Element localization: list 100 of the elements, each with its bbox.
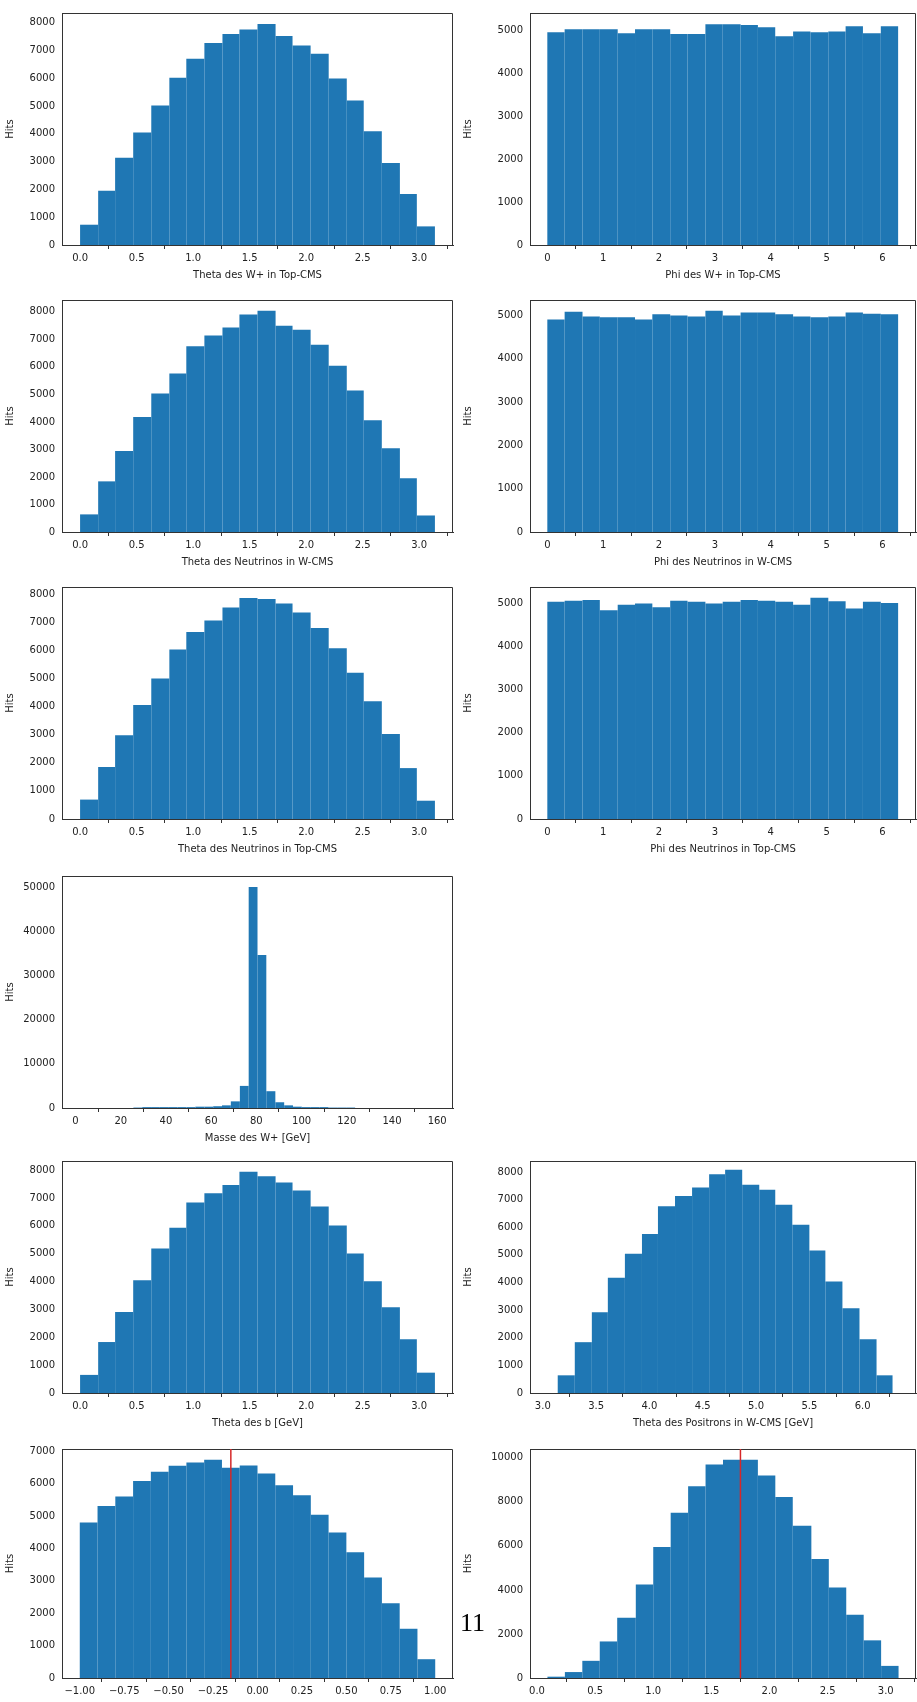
y-tick-label: 4000 (497, 1583, 523, 1595)
x-axis-title: Masse des W+ [GeV] (204, 1131, 311, 1143)
x-tick-label: 2.0 (761, 1684, 778, 1696)
y-tick-label: 0 (516, 238, 523, 250)
x-tick-label: 2.0 (298, 1399, 315, 1411)
y-axis-title: Hits (3, 406, 15, 426)
y-tick-label: 1000 (497, 195, 523, 207)
y-tick-label: 4000 (29, 700, 55, 712)
x-tick-label: 1.5 (241, 538, 258, 550)
y-tick-label: 2000 (497, 152, 523, 164)
x-tick-label: 2.5 (819, 1684, 836, 1696)
x-tick-label: 0 (544, 825, 551, 837)
y-tick-label: 40000 (23, 924, 55, 936)
x-tick-label: 3.0 (877, 1684, 894, 1696)
y-tick-label: 0 (48, 1101, 55, 1113)
y-tick-label: 3000 (29, 443, 55, 455)
x-tick-label: 1.5 (241, 251, 258, 263)
text: 11 (460, 1608, 486, 1638)
y-tick-label: 0 (48, 812, 55, 824)
x-tick-label: 3 (711, 251, 719, 263)
y-tick-label: 8000 (29, 16, 55, 28)
y-tick-label: 8000 (29, 1163, 55, 1175)
x-tick-label: 2.0 (298, 538, 315, 550)
x-tick-label: 2.5 (354, 825, 371, 837)
y-tick-label: 2000 (29, 756, 55, 768)
x-tick-label: 3.0 (411, 1399, 428, 1411)
y-tick-label: 30000 (23, 969, 55, 981)
x-tick-label: 0.5 (128, 1399, 145, 1411)
y-axis-title: Hits (461, 693, 473, 713)
x-tick-label: 0.5 (587, 1684, 604, 1696)
y-tick-label: 2000 (29, 1330, 55, 1342)
y-axis-title: Hits (3, 1553, 15, 1574)
x-tick-label: 0.00 (246, 1684, 269, 1696)
x-tick-label: 3 (711, 825, 719, 837)
x-tick-label: 5 (823, 825, 830, 837)
x-tick-label: 1 (599, 251, 607, 263)
y-tick-label: 3000 (29, 1303, 55, 1315)
x-tick-label: −0.75 (108, 1684, 140, 1696)
x-tick-label: 2 (655, 538, 663, 550)
y-axis-title: Hits (3, 693, 15, 713)
y-tick-label: 1000 (497, 1358, 523, 1370)
y-tick-label: 6000 (29, 643, 55, 655)
x-tick-label: 5.5 (801, 1399, 818, 1411)
y-tick-label: 4000 (497, 639, 523, 651)
x-tick-label: 2 (655, 251, 663, 263)
y-tick-label: 0 (516, 1386, 523, 1398)
y-tick-label: 4000 (29, 1542, 55, 1554)
y-tick-label: 10000 (23, 1057, 55, 1069)
y-tick-label: 7000 (29, 615, 55, 627)
x-tick-label: 6.0 (854, 1399, 871, 1411)
y-tick-label: 4000 (497, 352, 523, 364)
x-tick-label: 1.0 (185, 825, 202, 837)
y-tick-label: 7000 (29, 332, 55, 344)
y-tick-label: 4000 (497, 1276, 523, 1288)
x-tick-label: 4 (767, 825, 774, 837)
x-tick-label: 0 (72, 1114, 79, 1126)
x-tick-label: 3.0 (411, 825, 428, 837)
y-tick-label: 2000 (497, 1331, 523, 1343)
x-tick-label: 1.5 (703, 1684, 720, 1696)
y-tick-label: 3000 (29, 728, 55, 740)
x-tick-label: 2.5 (354, 251, 371, 263)
x-tick-label: −1.00 (64, 1684, 96, 1696)
y-tick-label: 5000 (29, 387, 55, 399)
x-axis-title: Theta des W+ in Top-CMS (192, 268, 322, 280)
y-tick-label: 6000 (497, 1220, 523, 1232)
y-tick-label: 6000 (29, 360, 55, 372)
x-tick-label: 1.5 (241, 1399, 258, 1411)
x-tick-label: −0.25 (197, 1684, 229, 1696)
y-axis-title: Hits (461, 1267, 473, 1287)
x-tick-label: 1.00 (424, 1684, 447, 1696)
y-tick-label: 1000 (29, 1639, 55, 1651)
y-tick-label: 4000 (29, 415, 55, 427)
y-tick-label: 1000 (497, 482, 523, 494)
x-axis-title: Phi des Neutrinos in Top-CMS (650, 842, 796, 854)
y-tick-label: 7000 (29, 44, 55, 56)
x-tick-label: 0.5 (128, 825, 145, 837)
x-tick-label: 40 (159, 1114, 173, 1126)
y-tick-label: 3000 (497, 109, 523, 121)
x-tick-label: 0.0 (529, 1684, 545, 1696)
x-tick-label: 3.0 (411, 538, 428, 550)
x-tick-label: 4 (767, 538, 774, 550)
y-tick-label: 0 (516, 812, 523, 824)
x-tick-label: 3 (711, 538, 719, 550)
x-tick-label: 1.0 (645, 1684, 662, 1696)
y-tick-label: 2000 (29, 470, 55, 482)
y-axis-title: Hits (3, 119, 15, 139)
x-tick-label: 160 (427, 1114, 447, 1126)
y-axis-title: Hits (3, 1267, 15, 1287)
y-tick-label: 7000 (29, 1191, 55, 1203)
y-tick-label: 4000 (497, 67, 523, 79)
x-tick-label: 1 (599, 825, 607, 837)
y-tick-label: 6000 (29, 1477, 55, 1489)
y-tick-label: 3000 (497, 682, 523, 694)
y-tick-label: 5000 (29, 99, 55, 111)
y-tick-label: 3000 (29, 1574, 55, 1586)
y-tick-label: 0 (48, 525, 55, 537)
x-tick-label: 2.0 (298, 251, 315, 263)
y-tick-label: 5000 (29, 1247, 55, 1259)
y-tick-label: 0 (48, 238, 55, 250)
y-tick-label: 4000 (29, 1275, 55, 1287)
